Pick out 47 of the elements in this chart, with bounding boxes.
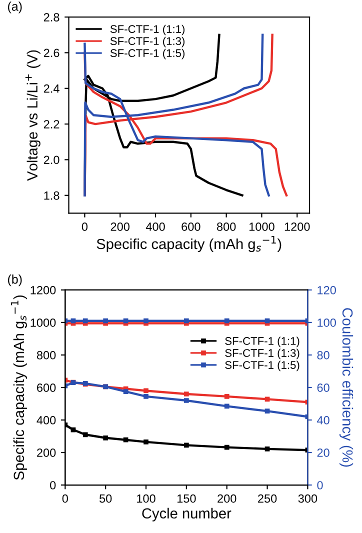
x-tick-label: 600 bbox=[182, 222, 200, 231]
y2-tick-label: 0 bbox=[317, 481, 323, 490]
legend-label: SF-CTF-1 (1:3) bbox=[225, 348, 300, 360]
y2-tick-label: 120 bbox=[318, 286, 336, 294]
y-axis-title: Specific capacity (mAh g$_{s}$$^{−1}$) bbox=[10, 295, 27, 480]
x-tick-label: 200 bbox=[110, 222, 130, 231]
y-tick-label: 200 bbox=[37, 448, 56, 457]
x-tick-label: 250 bbox=[258, 494, 277, 503]
y-tick-label: 600 bbox=[37, 384, 56, 392]
text: (b) bbox=[8, 274, 22, 286]
x-tick-label: 1000 bbox=[249, 222, 274, 231]
y-tick-label: 2.6 bbox=[44, 48, 60, 58]
legend-label: SF-CTF-1 (1:5) bbox=[225, 360, 300, 372]
y-tick-label: 1200 bbox=[30, 286, 56, 294]
y-tick-label: 800 bbox=[36, 351, 56, 360]
y-tick-label: 2.0 bbox=[44, 156, 60, 164]
y-tick-label: 2.8 bbox=[44, 13, 60, 22]
legend-label: SF-CTF-1 (1:3) bbox=[110, 36, 185, 48]
y2-tick-label: 80 bbox=[317, 351, 330, 360]
y2-tick-label: 100 bbox=[318, 318, 336, 327]
y-tick-label: 2.2 bbox=[44, 120, 60, 128]
legend-label: SF-CTF-1 (1:5) bbox=[110, 48, 185, 60]
x-axis-title: Cycle number bbox=[142, 508, 232, 522]
x-tick-label: 200 bbox=[218, 494, 236, 503]
y-tick-label: 1.8 bbox=[44, 191, 60, 200]
x-tick-label: 100 bbox=[137, 494, 156, 503]
x-tick-label: 800 bbox=[216, 222, 236, 231]
y2-tick-label: 40 bbox=[317, 416, 330, 424]
x-tick-label: 1200 bbox=[284, 222, 310, 231]
legend-label: SF-CTF-1 (1:1) bbox=[225, 336, 300, 348]
text: (a) bbox=[8, 2, 22, 14]
x-tick-label: 300 bbox=[298, 494, 318, 503]
x-tick-label: 0 bbox=[82, 222, 88, 231]
y-axis-title: Voltage vs Li/Li$^{+}$ (V) bbox=[25, 50, 40, 181]
x-axis-title: Specific capacity (mAh g$_{s}$$^{−1}$) bbox=[96, 236, 282, 252]
x-tick-label: 0 bbox=[62, 494, 68, 503]
y2-tick-label: 20 bbox=[317, 448, 330, 457]
y-tick-label: 0 bbox=[50, 481, 56, 490]
x-tick-label: 50 bbox=[99, 494, 112, 503]
x-tick-label: 150 bbox=[177, 494, 196, 503]
y-tick-label: 2.4 bbox=[44, 84, 60, 93]
y-tick-label: 1000 bbox=[30, 318, 56, 327]
x-tick-label: 400 bbox=[146, 222, 165, 231]
y2-tick-label: 60 bbox=[317, 384, 330, 392]
legend-label: SF-CTF-1 (1:1) bbox=[110, 24, 185, 36]
y-tick-label: 400 bbox=[36, 416, 56, 424]
y2-axis-title: Coulombic efficiency (%) bbox=[339, 308, 354, 467]
